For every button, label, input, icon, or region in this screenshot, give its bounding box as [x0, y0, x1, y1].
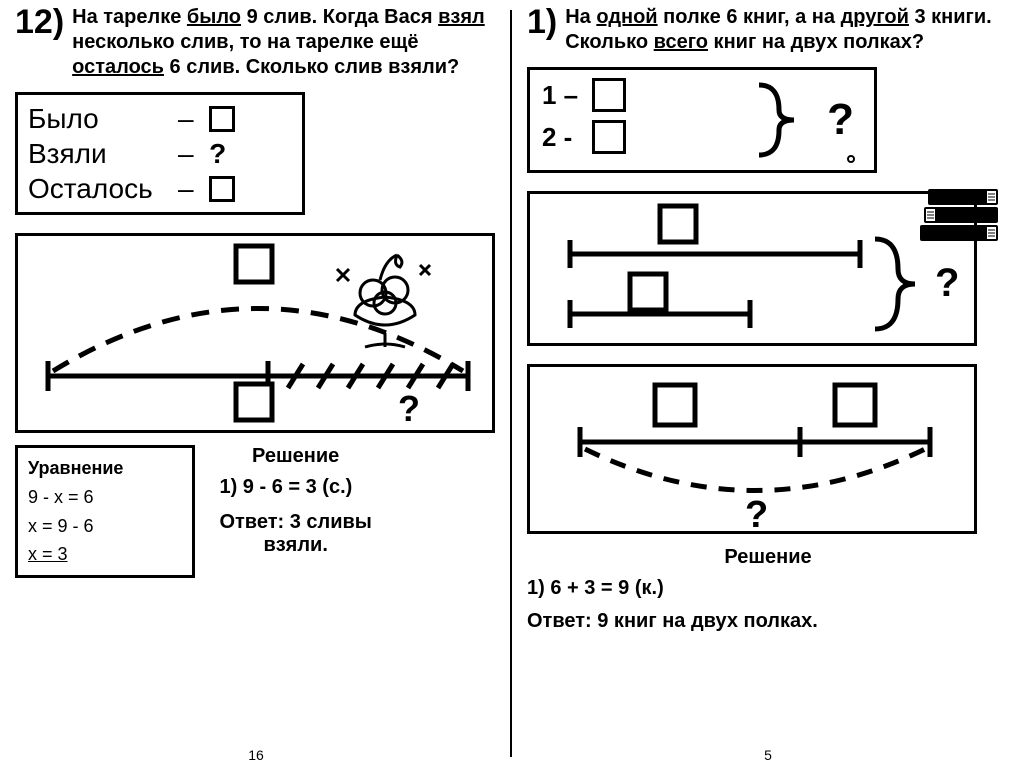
page-number-right: 5 — [764, 747, 772, 763]
problem-header-right: 1) На одной полке 6 книг, а на другой 3 … — [527, 5, 1009, 55]
summary-shelf2: 2 - — [542, 122, 592, 153]
summary-q: ? — [209, 136, 226, 171]
problem-number-right: 1) — [527, 5, 557, 39]
equation-line1: 9 - x = 6 — [28, 483, 182, 512]
solution-step-left: 1) 9 - 6 = 3 (с.) — [219, 476, 371, 499]
summary-box-right: 1 – 2 - ? — [527, 67, 877, 173]
solution-title-left: Решение — [219, 445, 371, 468]
summary-took-label: Взяли — [28, 136, 178, 171]
svg-text:?: ? — [745, 494, 768, 536]
problem-header-left: 12) На тарелке было 9 слив. Когда Вася в… — [15, 5, 497, 80]
equation-box: Уравнение 9 - x = 6 x = 9 - 6 x = 3 — [15, 445, 195, 578]
solution-left: Решение 1) 9 - 6 = 3 (с.) Ответ: 3 сливы… — [219, 445, 371, 557]
blank-square — [209, 176, 235, 202]
summary-shelf1: 1 – — [542, 80, 592, 111]
solution-title-right: Решение — [527, 546, 1009, 569]
problem-number-left: 12) — [15, 5, 64, 39]
page-number-left: 16 — [248, 747, 264, 763]
solution-step-right: 1) 6 + 3 = 9 (к.) — [527, 577, 1009, 600]
diagram-left: ? — [15, 233, 495, 433]
summary-left-label: Осталось — [28, 171, 178, 206]
solution-right: Решение 1) 6 + 3 = 9 (к.) Ответ: 9 книг … — [527, 546, 1009, 633]
dot-icon — [846, 154, 856, 164]
solution-answer-left: Ответ: 3 сливывзяли. — [219, 511, 371, 557]
blank-square — [592, 120, 626, 154]
bottom-row-left: Уравнение 9 - x = 6 x = 9 - 6 x = 3 Реше… — [15, 433, 497, 578]
solution-answer-right: Ответ: 9 книг на двух полках. — [527, 610, 1009, 633]
summary-box-left: Было– Взяли– ? Осталось– — [15, 92, 305, 215]
problem-text-right: На одной полке 6 книг, а на другой 3 кни… — [565, 5, 1009, 55]
brace-icon — [754, 80, 804, 160]
svg-text:?: ? — [935, 261, 959, 305]
page-left: 12) На тарелке было 9 слив. Когда Вася в… — [0, 0, 512, 767]
blank-square — [209, 106, 235, 132]
equation-line2: x = 9 - 6 — [28, 512, 182, 541]
diagram-q-left: ? — [398, 388, 420, 429]
diagram-right-1: ? — [527, 191, 977, 346]
equation-title: Уравнение — [28, 454, 182, 483]
page-right: 1) На одной полке 6 книг, а на другой 3 … — [512, 0, 1024, 767]
diagram-right-2: ? — [527, 364, 977, 534]
blank-square — [592, 78, 626, 112]
summary-q-right: ? — [827, 95, 854, 145]
equation-line3: x = 3 — [28, 540, 182, 569]
problem-text-left: На тарелке было 9 слив. Когда Вася взял … — [72, 5, 497, 80]
summary-was-label: Было — [28, 101, 178, 136]
